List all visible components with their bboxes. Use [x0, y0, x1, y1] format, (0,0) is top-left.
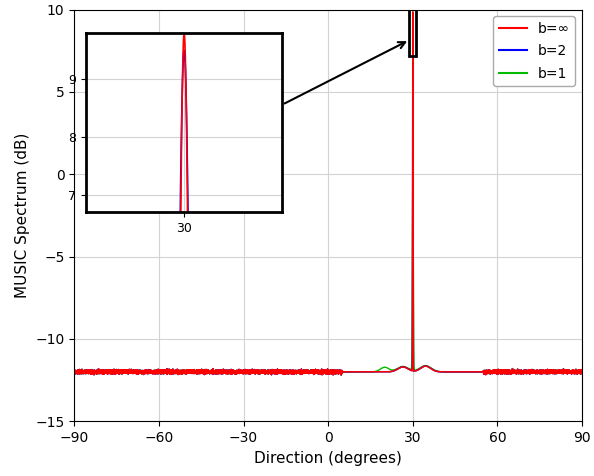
b=1 [337, 372, 345, 378]
b=∞ [551, 368, 558, 374]
b=∞ [337, 372, 345, 378]
b=∞ [489, 370, 497, 376]
b=2 [317, 369, 324, 375]
Line: b=1: b=1 [74, 161, 582, 375]
b=2 [579, 369, 586, 375]
b=2 [409, 14, 416, 20]
b=2 [96, 370, 103, 376]
b=∞ [71, 369, 78, 375]
b=1 [247, 370, 254, 376]
b=2 [551, 368, 558, 374]
b=∞ [486, 367, 494, 373]
b=1 [409, 158, 416, 164]
b=2 [489, 370, 497, 376]
b=2 [71, 369, 78, 375]
Line: b=2: b=2 [74, 17, 582, 375]
b=2 [247, 370, 254, 376]
b=2 [486, 367, 494, 373]
b=1 [486, 367, 494, 373]
Legend: b=∞, b=2, b=1: b=∞, b=2, b=1 [493, 17, 575, 86]
Line: b=∞: b=∞ [74, 12, 582, 375]
Bar [409, 3, 416, 56]
Y-axis label: MUSIC Spectrum (dB): MUSIC Spectrum (dB) [15, 133, 30, 298]
b=∞ [247, 370, 254, 376]
b=∞ [317, 369, 324, 375]
b=∞ [96, 370, 103, 376]
b=1 [71, 369, 78, 375]
b=1 [317, 369, 324, 375]
b=1 [96, 370, 103, 376]
b=2 [337, 372, 345, 378]
b=1 [551, 368, 558, 374]
b=∞ [409, 9, 416, 15]
b=1 [489, 370, 497, 376]
b=∞ [579, 369, 586, 375]
b=1 [579, 369, 586, 375]
X-axis label: Direction (degrees): Direction (degrees) [254, 451, 402, 466]
